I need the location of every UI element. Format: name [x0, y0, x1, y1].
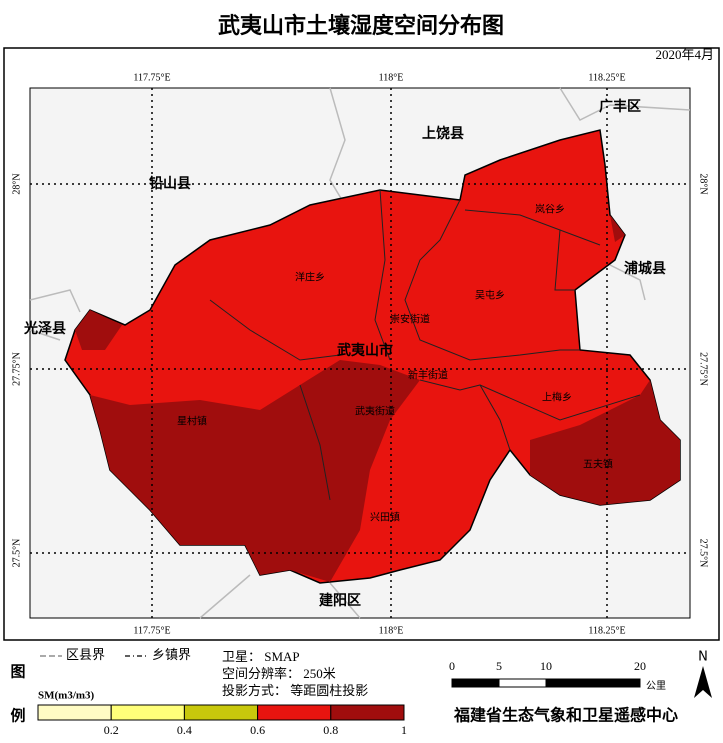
legend-heading: 图 [10, 663, 25, 681]
date: 2020年4月 [655, 47, 714, 62]
neighbor-boundaries [29, 87, 691, 619]
title: 武夷山市土壤湿度空间分布图 [218, 13, 504, 39]
town-label: 兴田镇 [370, 510, 400, 523]
lat-label: 27.75°N [698, 352, 709, 386]
town-boundaries [209, 189, 641, 501]
region-label: 广丰区 [599, 98, 641, 115]
legend-swatch [330, 704, 405, 721]
scale-segment [545, 678, 641, 688]
legend-heading: 例 [10, 707, 25, 725]
town-label: 岚谷乡 [535, 203, 565, 215]
lon-label: 118°E [379, 625, 404, 636]
credit: 福建省生态气象和卫星遥感中心 [453, 706, 678, 725]
lon-label: 118.25°E [588, 625, 625, 636]
town-label: 洋庄乡 [295, 270, 325, 283]
wet-zone [75, 215, 680, 582]
town-label: 武夷街道 [355, 404, 395, 417]
lat-label: 28°N [698, 173, 709, 194]
town-label: 吴屯乡 [475, 288, 505, 301]
legend-swatch [183, 704, 259, 721]
lat-label: 27.5°N [11, 539, 22, 568]
scale-segment [498, 678, 547, 688]
region-label: 武夷山市 [337, 342, 393, 359]
region-label: 上饶县 [422, 125, 464, 142]
graticule [30, 88, 690, 618]
town-label: 崇安街道 [390, 312, 430, 325]
lon-label: 117.75°E [133, 72, 170, 83]
lat-label: 27.75°N [11, 352, 22, 386]
legend-tick-label: 0.2 [104, 723, 119, 737]
region-label: 浦城县 [624, 260, 666, 277]
town-label: 星村镇 [177, 414, 207, 427]
region-label: 铅山县 [148, 175, 191, 192]
scale-unit: 公里 [646, 680, 666, 692]
town-label: 新丰街道 [408, 368, 448, 381]
legend-swatch [257, 704, 332, 721]
legend-text: 区县界 [66, 647, 105, 662]
info-text: 卫星： SMAP [222, 649, 300, 664]
lon-label: 118°E [379, 72, 404, 83]
legend-swatch [110, 704, 185, 721]
legend-tick-label: 1 [401, 723, 407, 737]
town-label: 上梅乡 [542, 390, 572, 403]
county [64, 129, 681, 584]
scale-label: 0 [449, 659, 455, 673]
lat-label: 28°N [11, 173, 22, 194]
scale-label: 20 [634, 659, 646, 673]
region-label: 建阳区 [319, 592, 361, 609]
lat-label: 27.5°N [698, 539, 709, 568]
legend-swatch [37, 704, 112, 721]
legend-tick-label: 0.4 [177, 723, 192, 737]
legend-variable: SM(m3/m3) [38, 690, 95, 702]
info-text: 空间分辨率： 250米 [222, 666, 336, 681]
info-text: 投影方式： 等距圆柱投影 [222, 683, 368, 698]
scale-label: 5 [496, 659, 502, 673]
scale-label: 10 [540, 659, 552, 673]
scale-segment [451, 678, 500, 688]
legend-tick-label: 0.8 [323, 723, 338, 737]
region-label: 光泽县 [23, 320, 66, 337]
north-label: N [698, 650, 708, 665]
north-arrow [694, 666, 712, 698]
legend-tick-label: 0.6 [250, 723, 265, 737]
lon-label: 117.75°E [133, 625, 170, 636]
town-label: 五夫镇 [583, 457, 613, 470]
legend-text: 乡镇界 [152, 647, 191, 662]
lon-label: 118.25°E [588, 72, 625, 83]
